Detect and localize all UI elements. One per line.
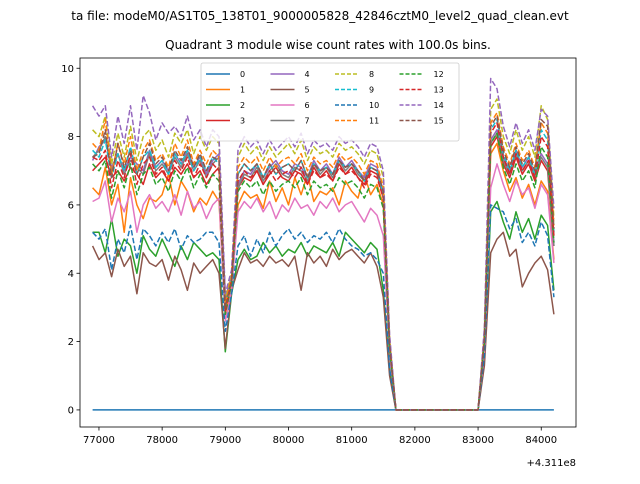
y-tick-label: 0 xyxy=(68,405,74,416)
y-tick-label: 10 xyxy=(61,64,74,75)
legend-label-4: 4 xyxy=(305,70,310,79)
series-line-11 xyxy=(92,111,555,411)
x-tick-label: 81000 xyxy=(336,435,368,446)
x-tick-label: 79000 xyxy=(209,435,241,446)
legend-label-0: 0 xyxy=(240,70,245,79)
x-tick-label: 84000 xyxy=(525,435,557,446)
y-tick-label: 6 xyxy=(68,200,74,211)
legend-label-5: 5 xyxy=(305,86,310,95)
y-tick-label: 2 xyxy=(68,337,74,348)
legend-label-8: 8 xyxy=(369,70,374,79)
legend-label-10: 10 xyxy=(369,101,379,110)
legend-label-1: 1 xyxy=(240,86,245,95)
legend-box xyxy=(200,62,460,142)
y-tick-label: 4 xyxy=(68,269,74,280)
y-tick-label: 8 xyxy=(68,132,74,143)
legend-label-14: 14 xyxy=(434,101,444,110)
legend-label-11: 11 xyxy=(369,117,379,126)
x-offset-label: +4.311e8 xyxy=(526,458,576,469)
legend-label-15: 15 xyxy=(434,117,444,126)
figure-suptitle: ta file: modeM0/AS1T05_138T01_9000005828… xyxy=(71,9,569,23)
series-line-15 xyxy=(92,115,555,411)
x-tick-label: 80000 xyxy=(273,435,305,446)
x-tick-label: 77000 xyxy=(83,435,115,446)
x-tick-label: 83000 xyxy=(462,435,494,446)
x-tick-label: 82000 xyxy=(399,435,431,446)
legend-label-9: 9 xyxy=(369,86,374,95)
plot-area: 77000 78000 79000 80000 81000 82000 83000 84000… xyxy=(61,57,577,446)
chart-title: Quadrant 3 module wise count rates with … xyxy=(165,38,491,52)
legend-label-12: 12 xyxy=(434,70,444,79)
axes-frame xyxy=(79,57,577,428)
legend-label-7: 7 xyxy=(305,117,310,126)
legend-label-6: 6 xyxy=(305,101,310,110)
legend-label-3: 3 xyxy=(240,117,245,126)
legend-label-2: 2 xyxy=(240,101,245,110)
x-tick-label: 78000 xyxy=(146,435,178,446)
legend-label-13: 13 xyxy=(434,86,444,95)
